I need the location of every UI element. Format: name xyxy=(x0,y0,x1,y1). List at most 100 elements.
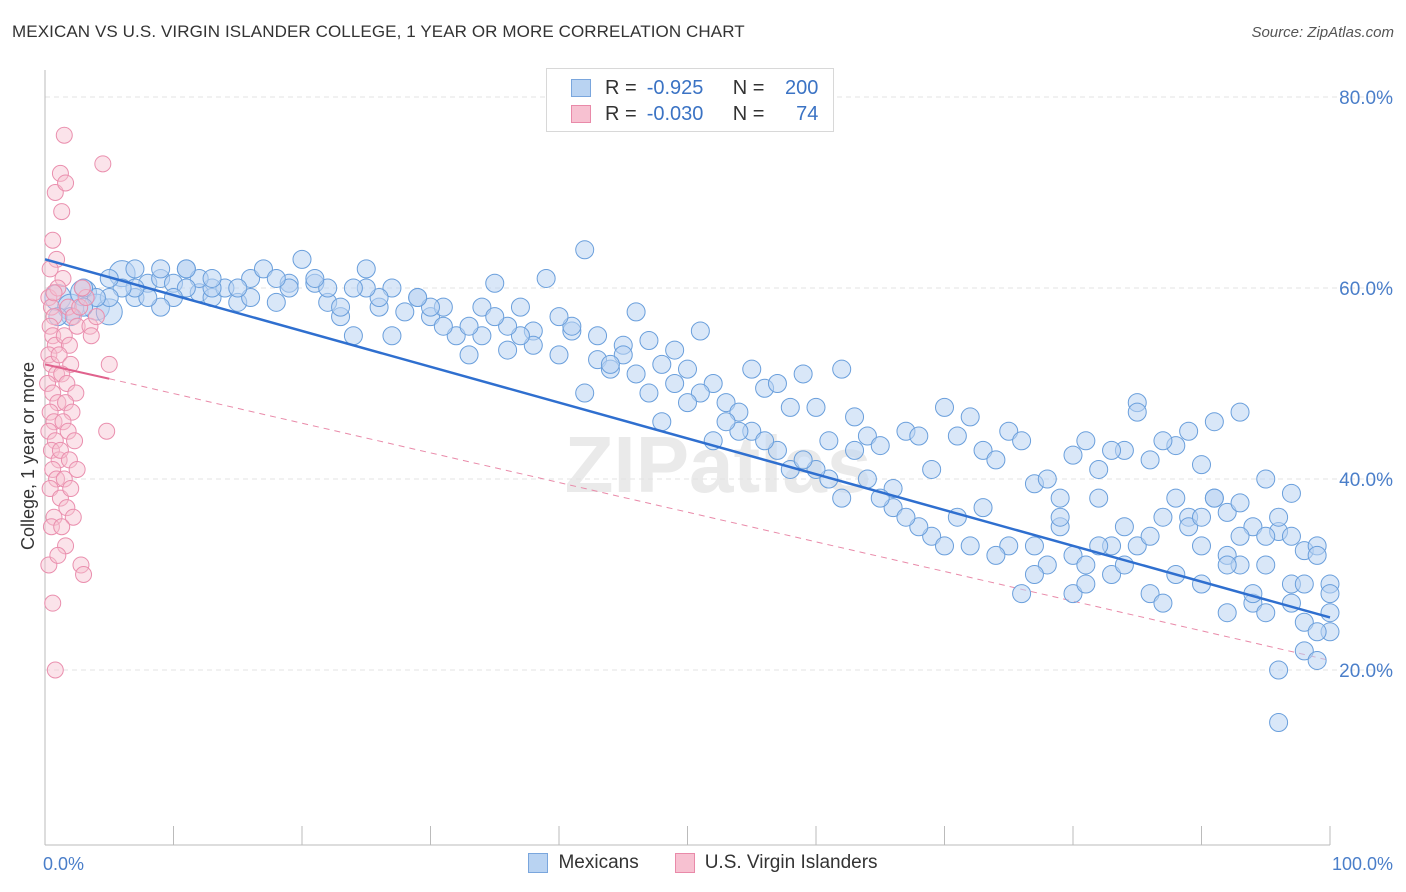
data-point-mexicans xyxy=(241,268,261,288)
data-point-mexicans xyxy=(1294,641,1314,661)
data-point-mexicans xyxy=(909,426,929,446)
data-point-virgin-islanders xyxy=(68,317,86,335)
data-point-mexicans xyxy=(318,278,338,298)
bottom-legend-swatch-virgin-islanders xyxy=(674,853,695,873)
trend-line-mexicans xyxy=(44,258,1331,619)
data-point-virgin-islanders xyxy=(71,298,89,316)
data-point-mexicans xyxy=(1037,555,1057,575)
data-point-virgin-islanders xyxy=(98,422,116,440)
data-point-virgin-islanders xyxy=(59,422,77,440)
data-point-mexicans xyxy=(1140,450,1160,470)
data-point-mexicans xyxy=(1102,440,1122,460)
data-point-mexicans xyxy=(600,354,620,374)
data-point-mexicans xyxy=(1294,612,1314,632)
data-point-virgin-islanders xyxy=(53,203,71,221)
data-point-mexicans xyxy=(806,397,826,417)
data-point-mexicans xyxy=(1269,660,1289,680)
data-point-virgin-islanders xyxy=(50,346,68,364)
data-point-virgin-islanders xyxy=(63,403,81,421)
data-point-virgin-islanders xyxy=(45,308,63,326)
y-tick-label: 80.0% xyxy=(1339,88,1393,109)
data-point-mexicans xyxy=(1256,603,1276,623)
tick-labels: 20.0% 40.0% 60.0% 80.0% 0.0% 100.0% xyxy=(43,88,1393,874)
data-point-mexicans xyxy=(241,288,261,308)
data-point-mexicans xyxy=(1204,488,1224,508)
data-point-virgin-islanders xyxy=(59,298,77,316)
data-point-virgin-islanders xyxy=(87,308,105,326)
data-point-virgin-islanders xyxy=(55,327,73,345)
data-point-mexicans xyxy=(575,383,595,403)
data-point-mexicans xyxy=(523,335,543,355)
data-point-mexicans xyxy=(1076,574,1096,594)
data-point-mexicans xyxy=(832,488,852,508)
data-point-virgin-islanders xyxy=(46,661,64,679)
data-point-mexicans xyxy=(1256,469,1276,489)
data-point-mexicans xyxy=(1037,469,1057,489)
data-point-mexicans xyxy=(626,302,646,322)
data-point-mexicans xyxy=(639,331,659,351)
data-point-mexicans xyxy=(1179,517,1199,537)
data-point-mexicans xyxy=(86,288,106,308)
data-point-mexicans xyxy=(678,393,697,413)
data-point-mexicans xyxy=(960,536,980,556)
data-point-mexicans xyxy=(305,268,325,288)
data-point-mexicans xyxy=(639,383,659,403)
data-point-mexicans xyxy=(1281,483,1301,503)
data-point-mexicans xyxy=(472,297,492,317)
legend-row-virgin-islanders: R = -0.030 N = 74 xyxy=(571,102,818,126)
data-point-mexicans xyxy=(690,383,710,403)
data-point-mexicans xyxy=(1204,412,1224,432)
data-point-mexicans xyxy=(536,268,556,288)
data-point-virgin-islanders xyxy=(58,375,76,392)
data-point-virgin-islanders xyxy=(72,556,90,574)
data-point-mexicans xyxy=(652,354,672,374)
data-point-virgin-islanders xyxy=(54,269,72,287)
bottom-legend-label-mexicans: Mexicans xyxy=(558,852,639,873)
data-point-virgin-islanders xyxy=(75,566,93,583)
data-point-mexicans xyxy=(151,259,171,279)
data-point-mexicans xyxy=(1076,431,1096,451)
data-point-mexicans xyxy=(1230,493,1250,513)
legend-swatch-mexicans xyxy=(571,79,591,97)
data-point-mexicans xyxy=(793,450,813,470)
legend: R = -0.925 N = 200 R = -0.030 N = 74 xyxy=(546,68,834,132)
data-point-mexicans xyxy=(1050,507,1070,527)
data-point-virgin-islanders xyxy=(44,231,62,249)
data-point-virgin-islanders xyxy=(46,336,64,354)
data-point-virgin-islanders xyxy=(40,289,58,307)
data-point-mexicans xyxy=(421,297,440,317)
data-point-mexicans xyxy=(1230,402,1250,422)
legend-r-value: -0.925 xyxy=(646,76,704,99)
data-point-mexicans xyxy=(729,402,749,422)
data-point-mexicans xyxy=(382,278,402,298)
bottom-legend-mexicans: Mexicans xyxy=(528,852,639,874)
data-point-mexicans xyxy=(202,268,222,288)
data-point-virgin-islanders xyxy=(77,289,95,307)
legend-r-label: R = xyxy=(605,102,637,125)
data-point-virgin-islanders xyxy=(45,284,63,302)
x-tick-label: 100.0% xyxy=(1332,854,1393,874)
data-point-mexicans xyxy=(1307,622,1327,642)
data-point-mexicans xyxy=(703,374,723,393)
data-point-mexicans xyxy=(1281,526,1301,546)
data-point-mexicans xyxy=(845,440,865,460)
data-point-mexicans xyxy=(1153,507,1173,527)
data-point-virgin-islanders xyxy=(55,470,73,488)
data-point-mexicans xyxy=(665,374,685,393)
data-point-mexicans xyxy=(1089,488,1109,508)
data-point-mexicans xyxy=(1192,507,1211,527)
data-point-mexicans xyxy=(793,364,813,384)
data-point-virgin-islanders xyxy=(44,384,62,402)
data-point-mexicans xyxy=(857,469,877,489)
x-tick-label: 0.0% xyxy=(43,854,84,874)
data-point-mexicans xyxy=(1179,421,1199,441)
data-point-mexicans xyxy=(1320,603,1340,623)
data-point-mexicans xyxy=(408,288,428,308)
data-point-mexicans xyxy=(279,278,299,298)
data-point-mexicans xyxy=(986,450,1006,470)
data-point-virgin-islanders xyxy=(49,546,67,564)
data-point-mexicans xyxy=(1320,584,1340,604)
data-point-mexicans xyxy=(1153,431,1173,451)
data-point-mexicans xyxy=(343,278,363,298)
